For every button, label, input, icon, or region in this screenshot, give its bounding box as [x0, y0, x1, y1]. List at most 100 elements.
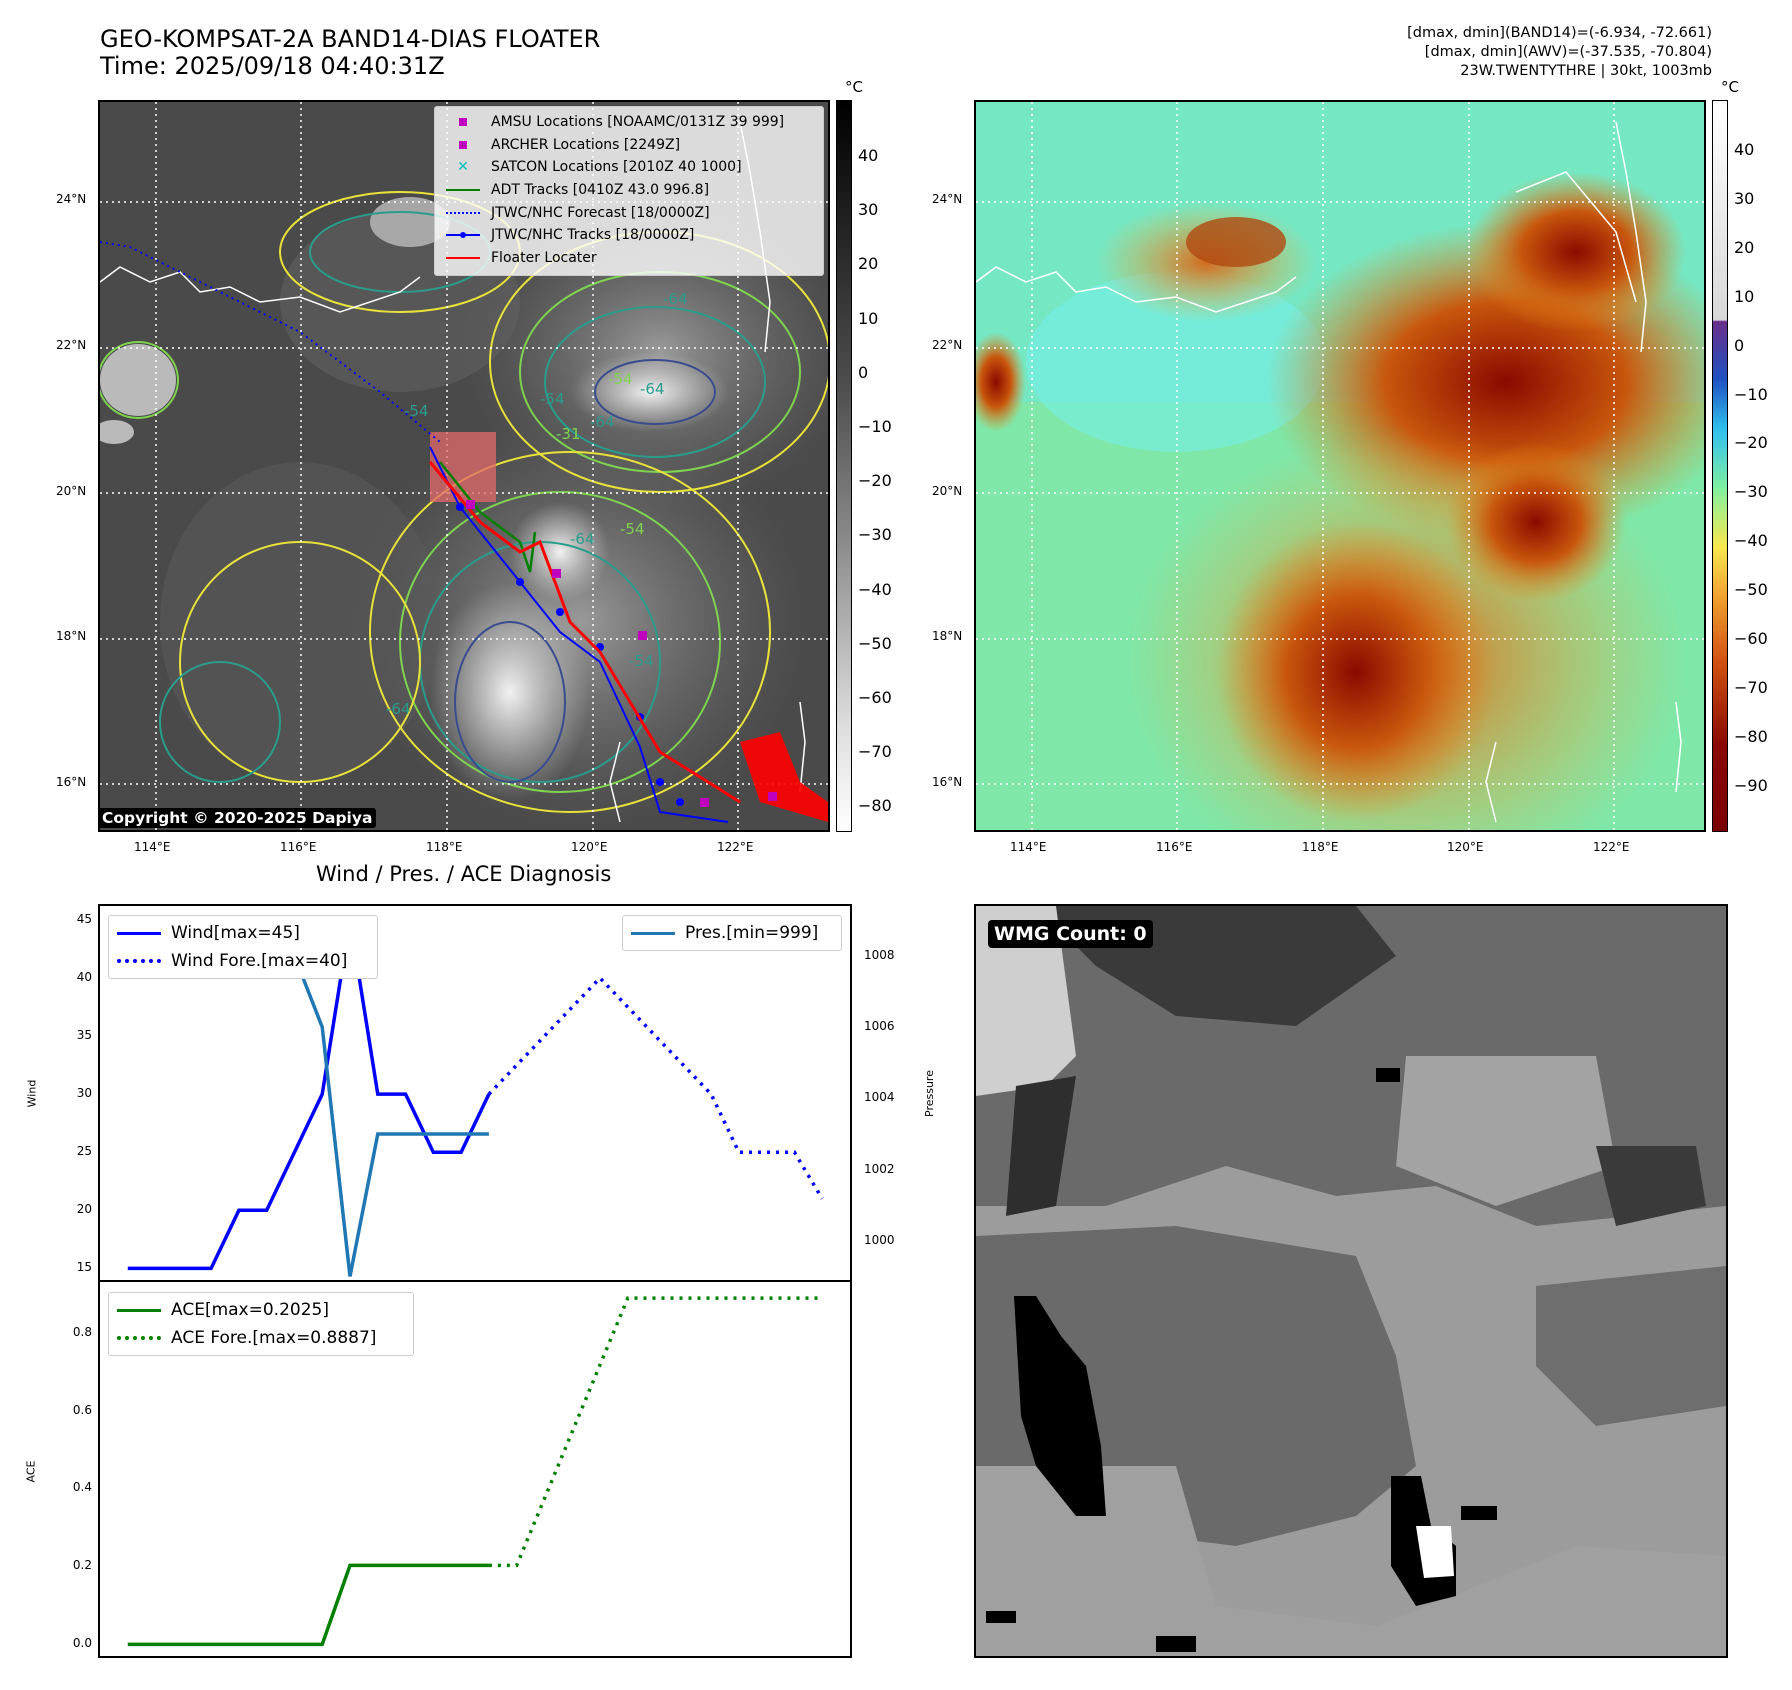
- legend-item: AMSU Locations [NOAAMC/0131Z 39 999]: [443, 111, 815, 134]
- legend-item: ACE[max=0.2025]: [117, 1296, 405, 1324]
- ace-plot: [127, 1296, 823, 1647]
- lon-label: 122°E: [717, 840, 754, 854]
- y-tick-label: 40: [76, 970, 92, 984]
- y-tick-label: 0.8: [72, 1324, 92, 1339]
- colorbar-tick-label: 0: [1734, 335, 1745, 355]
- colorbar-tick-label: −90: [1734, 775, 1768, 795]
- colorbar-tick-label: −60: [1734, 629, 1768, 648]
- contour-label: -64: [386, 700, 411, 718]
- colorbar-tick-label: −40: [1734, 531, 1768, 551]
- y-tick-label: 1004: [864, 1090, 895, 1105]
- colorbar-tick-label: −70: [1734, 677, 1768, 697]
- lon-label: 114°E: [134, 840, 171, 854]
- colorbar-tick-label: −80: [858, 796, 892, 816]
- ace-panel: [98, 1280, 852, 1658]
- colorbar-tick-label: −80: [1734, 726, 1768, 746]
- colorbar-tick-label: −10: [858, 417, 892, 436]
- lat-label: 20°N: [932, 484, 963, 498]
- pressure-axis-label: Pressure: [922, 1070, 936, 1117]
- lat-label: 22°N: [56, 338, 87, 352]
- colorbar-tick-label: −10: [1734, 384, 1768, 404]
- lat-label: 18°N: [56, 629, 87, 643]
- colorbar-tick-label: 0: [858, 362, 869, 382]
- colorbar-tick-label: 10: [1734, 286, 1755, 306]
- lon-label: 116°E: [1156, 840, 1193, 854]
- legend-item: JTWC/NHC Forecast [18/0000Z]: [443, 201, 815, 224]
- colorbar-tick-label: −70: [858, 742, 892, 762]
- colorbar-tick-label: −50: [858, 633, 892, 653]
- lat-label: 18°N: [932, 629, 963, 643]
- y-tick-label: 0.6: [72, 1402, 92, 1417]
- colorbar-tick-label: −20: [1734, 433, 1768, 453]
- lon-label: 116°E: [280, 840, 317, 854]
- contour-label: -54: [540, 390, 565, 408]
- y-tick-label: 0.4: [72, 1480, 92, 1495]
- colorbar-tick-label: −20: [858, 471, 892, 491]
- legend-item: Pres.[min=999]: [631, 919, 833, 947]
- wv-map-panel: [974, 100, 1706, 832]
- y-tick-label: 1008: [864, 947, 895, 962]
- diagnosis-title: Wind / Pres. / ACE Diagnosis: [316, 862, 612, 886]
- legend-item: ACE Fore.[max=0.8887]: [117, 1324, 405, 1352]
- y-tick-label: 25: [76, 1144, 92, 1159]
- contour-label: -64: [663, 290, 688, 308]
- colorbar-tick-label: 30: [858, 200, 879, 220]
- colorbar-tick-label: 20: [858, 254, 879, 274]
- lat-label: 20°N: [56, 484, 87, 498]
- contour-label: -54: [404, 402, 429, 420]
- colorbar-unit: °C: [845, 78, 863, 96]
- wv-map-image: [976, 102, 1704, 830]
- y-tick-label: 35: [76, 1028, 92, 1043]
- info-line: [dmax, dmin](BAND14)=(-6.934, -72.661): [1407, 25, 1712, 41]
- info-line: [dmax, dmin](AWV)=(-37.535, -70.804): [1424, 44, 1712, 60]
- wv-colorbar: [1712, 100, 1728, 832]
- info-line: 23W.TWENTYTHRE | 30kt, 1003mb: [1460, 63, 1712, 79]
- wmg-image: [976, 906, 1726, 1656]
- wind-axis-label: Wind: [25, 1079, 39, 1108]
- info-block: [dmax, dmin](BAND14)=(-6.934, -72.661) […: [1407, 24, 1712, 81]
- lat-label: 22°N: [932, 338, 963, 352]
- contour-label: -64: [640, 380, 665, 398]
- y-tick-label: 0.2: [72, 1558, 92, 1573]
- lon-label: 120°E: [571, 840, 608, 854]
- colorbar-tick-label: 40: [1734, 140, 1755, 159]
- colorbar-tick-label: 20: [1734, 237, 1755, 257]
- lon-label: 114°E: [1010, 840, 1047, 854]
- wmg-count-badge: WMG Count: 0: [988, 920, 1153, 948]
- contour-label: -31: [556, 425, 581, 443]
- colorbar-tick-label: 40: [858, 146, 879, 165]
- colorbar-tick-label: −30: [858, 525, 892, 545]
- lon-label: 118°E: [426, 840, 463, 854]
- colorbar-tick-label: 30: [1734, 188, 1755, 208]
- legend-item: JTWC/NHC Tracks [18/0000Z]: [443, 224, 815, 247]
- ace-axis-label: ACE: [24, 1460, 38, 1483]
- y-tick-label: 45: [76, 911, 92, 926]
- colorbar-tick-label: −50: [1734, 580, 1768, 600]
- legend-item: ✕ SATCON Locations [2010Z 40 1000]: [457, 159, 742, 176]
- contour-label: -54: [608, 370, 633, 388]
- contour-label: -64: [590, 413, 615, 431]
- pressure-legend: Pres.[min=999]: [622, 915, 842, 951]
- lon-label: 118°E: [1302, 840, 1339, 854]
- lat-label: 16°N: [932, 775, 963, 789]
- y-tick-label: 15: [76, 1260, 92, 1275]
- colorbar-tick-label: −60: [858, 688, 892, 707]
- wind-legend: Wind[max=45] Wind Fore.[max=40]: [108, 915, 378, 979]
- lat-label: 16°N: [56, 775, 87, 789]
- copyright-label: Copyright © 2020-2025 Dapiya: [98, 808, 377, 828]
- legend-item: Wind[max=45]: [117, 919, 369, 947]
- chart-title: GEO-KOMPSAT-2A BAND14-DIAS FLOATER Time:…: [100, 25, 601, 80]
- contour-label: -54: [620, 520, 645, 538]
- y-tick-label: 1006: [864, 1019, 895, 1034]
- legend-item: ARCHER Locations [2249Z]: [443, 134, 815, 157]
- wmg-panel: [974, 904, 1728, 1658]
- series-line: [487, 975, 824, 1200]
- contour-label: -54: [629, 652, 654, 670]
- ir-colorbar: [836, 100, 852, 832]
- series-line: [127, 1563, 489, 1647]
- colorbar-unit: °C: [1721, 78, 1739, 96]
- lon-label: 120°E: [1447, 840, 1484, 854]
- colorbar-tick-label: 10: [858, 308, 879, 328]
- colorbar-tick-label: −30: [1734, 482, 1768, 502]
- y-tick-label: 0.0: [72, 1636, 92, 1651]
